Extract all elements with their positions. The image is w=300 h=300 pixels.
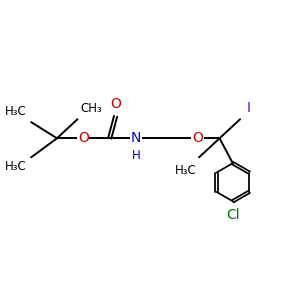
Text: Cl: Cl bbox=[226, 208, 240, 222]
Text: I: I bbox=[247, 101, 250, 115]
Text: O: O bbox=[110, 97, 121, 111]
Text: O: O bbox=[78, 131, 89, 145]
Text: H₃C: H₃C bbox=[5, 160, 27, 173]
Text: CH₃: CH₃ bbox=[80, 102, 102, 116]
Text: H₃C: H₃C bbox=[5, 105, 27, 119]
Text: H₃C: H₃C bbox=[174, 164, 196, 177]
Text: H: H bbox=[132, 148, 140, 161]
Text: O: O bbox=[192, 131, 203, 145]
Text: N: N bbox=[131, 131, 141, 145]
